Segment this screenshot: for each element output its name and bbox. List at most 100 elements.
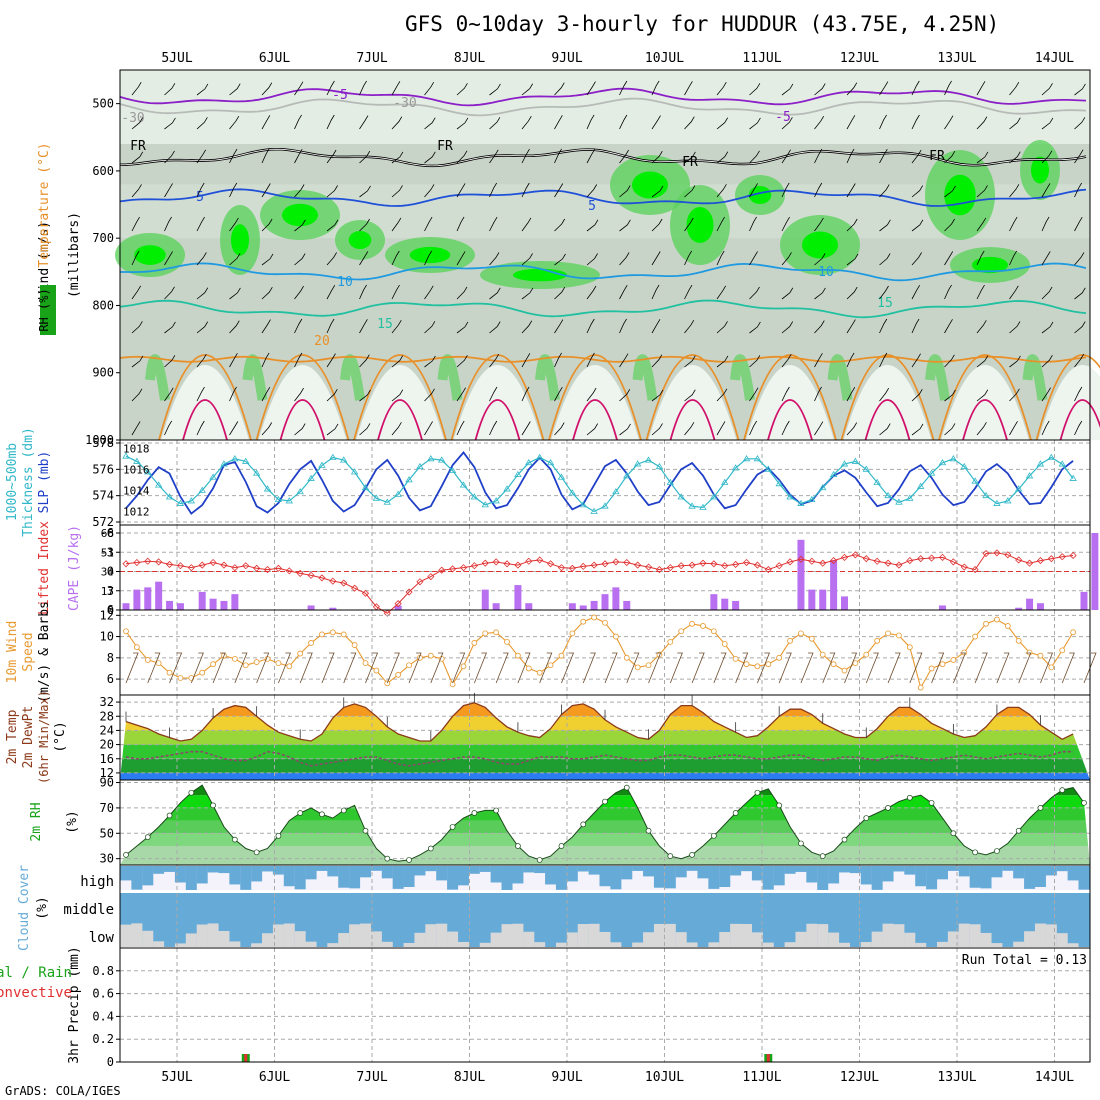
lifted-index-marker bbox=[122, 560, 130, 568]
cape-tick-label: 68 bbox=[101, 527, 114, 540]
isotherm-arch-20 bbox=[548, 354, 642, 441]
wind-barb bbox=[196, 287, 209, 300]
wind-barb bbox=[846, 352, 855, 368]
dry-bl-arch bbox=[258, 365, 347, 440]
wind-speed-marker bbox=[612, 633, 619, 640]
cloud-low-bar bbox=[893, 924, 905, 947]
lifted-index-marker bbox=[133, 558, 141, 567]
wind-barb bbox=[326, 185, 338, 198]
lifted-index-marker bbox=[1058, 553, 1066, 561]
slp-tick-label: 1018 bbox=[123, 442, 150, 455]
rh-marker bbox=[362, 827, 369, 834]
wind-barb bbox=[261, 422, 273, 436]
thickness-marker bbox=[405, 476, 413, 483]
wind-barb bbox=[1041, 183, 1051, 198]
wind-barb bbox=[1074, 182, 1083, 198]
wind-barb bbox=[391, 355, 404, 368]
wind-barb bbox=[619, 252, 630, 266]
wind-barb bbox=[651, 80, 660, 96]
ylabel-temperature: Temperature (°C) bbox=[37, 142, 52, 267]
slp-tick-label: 1014 bbox=[123, 484, 150, 497]
wind-barb bbox=[749, 150, 760, 164]
thickness-marker bbox=[949, 455, 958, 462]
wind-barb bbox=[326, 114, 335, 130]
wind-barb bbox=[294, 219, 306, 232]
cape-bar bbox=[492, 603, 500, 610]
lifted-index-marker bbox=[949, 558, 957, 566]
thickness-marker bbox=[1004, 497, 1012, 504]
cloud-high-bar bbox=[588, 866, 600, 875]
wind-barb bbox=[326, 388, 338, 402]
wind-barb bbox=[944, 150, 956, 164]
wind-speed-marker bbox=[210, 661, 216, 668]
date-label-bottom: 14JUL bbox=[1035, 1070, 1074, 1085]
wind-speed-marker bbox=[558, 652, 565, 659]
thickness-marker bbox=[623, 472, 631, 479]
wind-barb bbox=[651, 284, 660, 300]
wind-barb bbox=[1074, 287, 1086, 300]
wind-barb bbox=[521, 320, 533, 334]
wind-barb bbox=[1041, 420, 1050, 436]
wind-barb bbox=[846, 286, 858, 300]
wind-barb bbox=[1009, 285, 1019, 300]
cloud-low-bar bbox=[338, 933, 350, 947]
cloud-low-bar bbox=[958, 923, 970, 947]
precip-frame bbox=[119, 947, 1091, 1063]
thickness-marker bbox=[448, 466, 457, 474]
wind-speed-marker bbox=[994, 616, 1000, 623]
rh-marker bbox=[906, 794, 913, 801]
wind-barb bbox=[229, 115, 240, 130]
wind-barb bbox=[716, 285, 727, 300]
surface-wind-barb bbox=[974, 652, 988, 684]
wind-barb bbox=[1009, 421, 1018, 436]
wind-barb bbox=[131, 216, 140, 232]
wind-barb bbox=[554, 319, 564, 334]
cape-bar bbox=[797, 539, 805, 610]
wind-speed-marker bbox=[896, 632, 902, 639]
cape-bar bbox=[144, 587, 152, 610]
cloud-low-bar bbox=[523, 931, 535, 947]
wind-speed-marker bbox=[471, 640, 478, 646]
thickness-line bbox=[125, 455, 1074, 513]
wind-barb bbox=[489, 216, 498, 232]
wind-barb bbox=[131, 355, 144, 368]
thickness-marker bbox=[655, 462, 664, 470]
cape-bar bbox=[329, 607, 337, 610]
thickness-marker bbox=[1036, 460, 1045, 467]
cape-bar bbox=[481, 589, 489, 610]
lifted-index-marker bbox=[764, 566, 772, 574]
wind-barb bbox=[489, 117, 501, 130]
thickness-marker bbox=[329, 453, 337, 460]
lifted-index-marker bbox=[601, 560, 609, 568]
cloud-low-bar bbox=[534, 942, 546, 947]
contour-label: 5 bbox=[196, 190, 204, 205]
cloud-high-bar bbox=[697, 866, 709, 879]
wind-barb bbox=[554, 183, 564, 198]
date-label-bottom: 10JUL bbox=[645, 1070, 684, 1085]
wind-barb bbox=[781, 386, 790, 402]
wind-barb bbox=[359, 389, 371, 402]
lifted-index-marker bbox=[1036, 557, 1045, 565]
isotherm-arch-20 bbox=[743, 354, 837, 441]
wind-barb bbox=[749, 355, 761, 368]
wind-speed-marker bbox=[1004, 623, 1011, 629]
wind-barb bbox=[326, 353, 336, 368]
rh-band-dry-top bbox=[120, 70, 1090, 144]
thickness-marker bbox=[394, 490, 402, 497]
wind-speed-marker bbox=[1048, 664, 1055, 671]
cloud-high-bar bbox=[153, 866, 165, 874]
wind-barb bbox=[229, 83, 241, 96]
rh-marker bbox=[166, 812, 173, 819]
thickness-marker bbox=[960, 462, 968, 470]
lifted-index-marker bbox=[481, 559, 489, 567]
date-label-bottom: 6JUL bbox=[259, 1070, 290, 1085]
wind-barb bbox=[684, 81, 693, 96]
cape-bar bbox=[1026, 598, 1034, 610]
thickness-marker bbox=[579, 501, 587, 508]
temp-band bbox=[120, 744, 1090, 759]
surface-wind-barb bbox=[430, 652, 444, 684]
surface-wind-barb bbox=[1083, 652, 1097, 684]
wind-barb bbox=[781, 182, 790, 198]
wind-barb bbox=[1074, 420, 1083, 436]
wind-barb bbox=[391, 81, 401, 96]
